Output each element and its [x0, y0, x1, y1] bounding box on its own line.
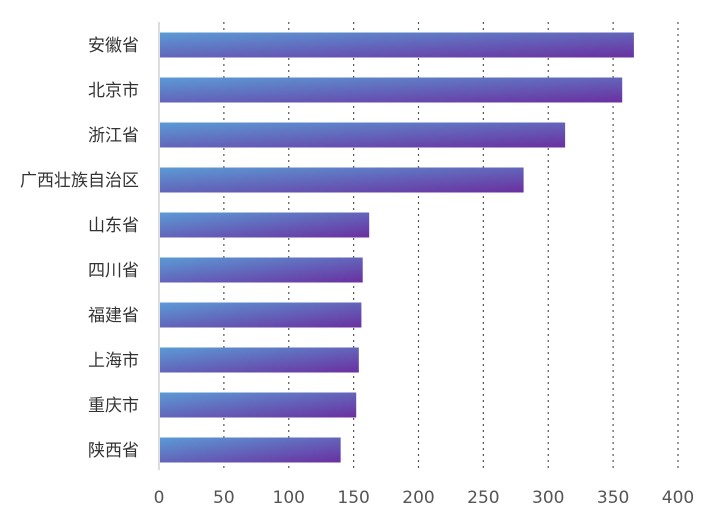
category-label: 四川省	[88, 261, 139, 281]
bar	[160, 392, 357, 418]
category-label: 广西壮族自治区	[20, 171, 139, 191]
x-tick-label: 150	[337, 488, 369, 508]
bar	[160, 302, 362, 328]
x-tick-label: 350	[597, 488, 629, 508]
bar	[160, 257, 363, 283]
x-tick-label: 50	[213, 488, 235, 508]
category-label: 陕西省	[88, 441, 139, 461]
x-tick-label: 300	[532, 488, 564, 508]
bar	[160, 347, 359, 373]
x-tick-label: 400	[662, 488, 694, 508]
bar	[160, 122, 566, 148]
bar	[160, 167, 524, 193]
x-tick-label: 100	[273, 488, 305, 508]
x-tick-label: 0	[154, 488, 165, 508]
bar	[160, 77, 623, 103]
x-tick-label: 200	[402, 488, 434, 508]
category-label: 上海市	[88, 351, 139, 371]
bar	[160, 437, 341, 463]
x-tick-labels: 0 50 100 150 200 250 300 350 400	[154, 488, 695, 508]
category-label: 北京市	[88, 81, 139, 101]
category-label: 福建省	[88, 306, 139, 326]
category-label: 浙江省	[88, 126, 139, 146]
bar	[160, 212, 370, 238]
x-tick-label: 250	[467, 488, 499, 508]
bars	[160, 32, 634, 463]
category-label: 安徽省	[88, 36, 139, 56]
category-label: 山东省	[88, 216, 139, 236]
bar	[160, 32, 634, 58]
category-label: 重庆市	[88, 396, 139, 416]
